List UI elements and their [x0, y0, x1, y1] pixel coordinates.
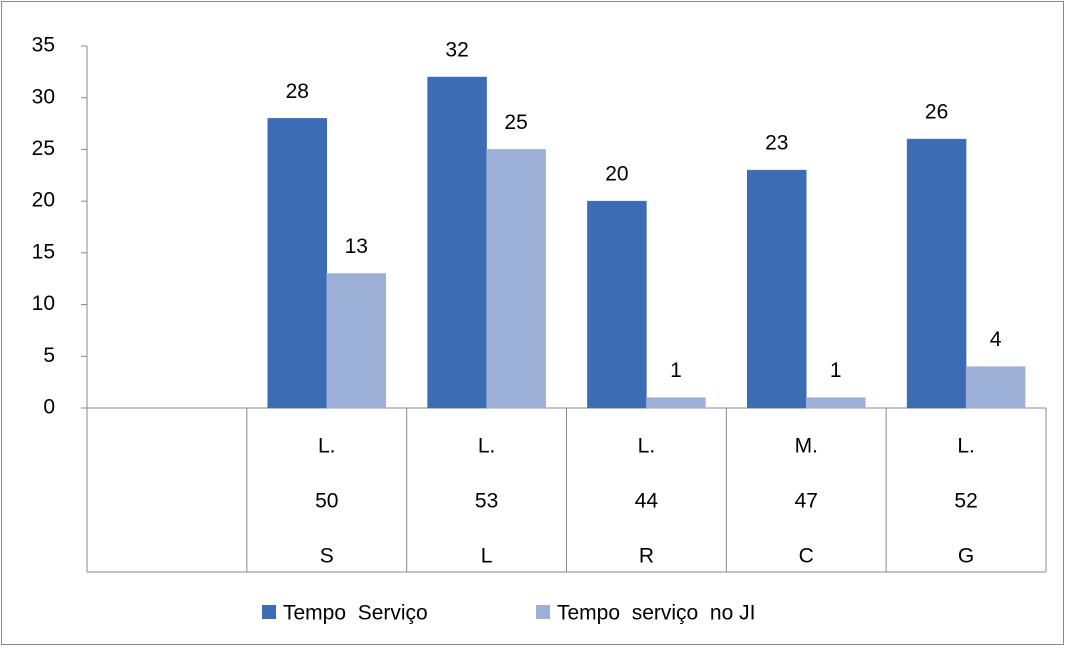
bar	[806, 397, 866, 409]
bar	[965, 366, 1026, 409]
data-label: 4	[990, 328, 1002, 351]
x-tick-label: 52	[954, 490, 977, 513]
x-tick-label: L	[481, 545, 493, 568]
bar	[747, 169, 807, 409]
y-tick-label: 5	[43, 344, 55, 367]
data-label: 23	[765, 132, 788, 155]
data-label: 26	[925, 101, 948, 124]
legend-label: Tempo serviço no JI	[557, 602, 755, 625]
data-label: 32	[445, 39, 468, 62]
x-tick-label: G	[958, 545, 974, 568]
x-tick-label: L.	[957, 435, 975, 458]
y-tick-label: 30	[32, 85, 55, 108]
bar	[646, 397, 706, 409]
bar	[486, 149, 546, 409]
x-tick-label: R	[639, 545, 654, 568]
bar	[587, 200, 647, 409]
legend-label: Tempo Serviço	[283, 602, 428, 625]
bar	[267, 118, 327, 409]
bar	[906, 138, 967, 409]
data-label: 28	[286, 80, 309, 103]
data-label: 25	[504, 111, 527, 134]
data-label: 1	[670, 359, 682, 382]
y-tick-label: 35	[32, 34, 55, 57]
bar	[427, 76, 487, 409]
data-label: 1	[830, 359, 842, 382]
y-tick-label: 20	[32, 189, 55, 212]
x-tick-label: 44	[635, 490, 659, 513]
x-tick-label: S	[320, 545, 334, 568]
bar	[326, 273, 386, 409]
x-tick-label: M.	[795, 435, 818, 458]
y-tick-label: 10	[32, 292, 55, 315]
y-tick-label: 15	[32, 240, 55, 263]
data-label: 13	[345, 235, 368, 258]
x-tick-label: L.	[318, 435, 336, 458]
legend-swatch	[262, 605, 276, 619]
x-tick-label: 47	[795, 490, 818, 513]
y-tick-label: 25	[32, 137, 55, 160]
x-tick-label: C	[799, 545, 814, 568]
legend-swatch	[536, 605, 550, 619]
x-tick-label: 53	[475, 490, 498, 513]
x-tick-label: 50	[315, 490, 338, 513]
data-label: 20	[605, 163, 628, 186]
x-tick-label: L.	[638, 435, 656, 458]
x-tick-label: L.	[478, 435, 496, 458]
y-tick-label: 0	[43, 396, 55, 419]
